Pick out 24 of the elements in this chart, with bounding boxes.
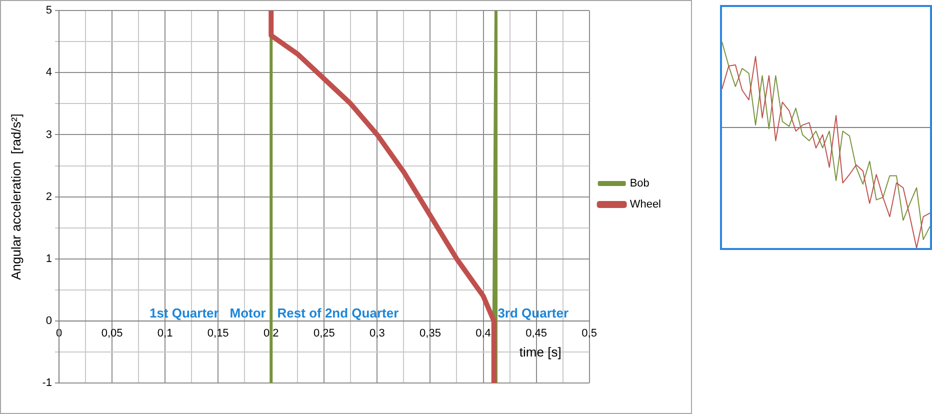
annotation: Rest of 2nd Quarter <box>277 306 399 321</box>
x-tick-label: 0,1 <box>157 328 173 340</box>
y-tick-label: 3 <box>46 128 52 141</box>
x-tick-label: 0,5 <box>582 328 597 340</box>
y-axis-title: Angular acceleration [rad/s²] <box>8 114 24 280</box>
x-axis-title: time [s] <box>519 344 562 360</box>
y-tick-label: 2 <box>46 190 52 203</box>
y-tick-label: 0 <box>46 314 52 327</box>
y-tick-label: 1 <box>46 252 52 265</box>
x-tick-label: 0,35 <box>420 328 441 340</box>
x-tick-label: 0,15 <box>207 328 229 340</box>
y-tick-label: 5 <box>46 4 52 17</box>
x-tick-label: 0,4 <box>476 328 491 340</box>
x-tick-label: 0,25 <box>313 328 335 340</box>
y-tick-label: 4 <box>46 66 52 79</box>
legend-label: Wheel <box>630 198 662 211</box>
annotation: 3rd Quarter <box>498 306 569 321</box>
x-tick-label: 0,3 <box>370 328 385 340</box>
y-tick-label: -1 <box>42 377 52 390</box>
x-tick-label: 0,45 <box>526 328 547 340</box>
x-tick-label: 0,05 <box>101 328 123 340</box>
legend-label: Bob <box>630 178 650 190</box>
annotation: 1st Quarter <box>149 306 219 321</box>
annotation: Motor <box>230 306 266 321</box>
